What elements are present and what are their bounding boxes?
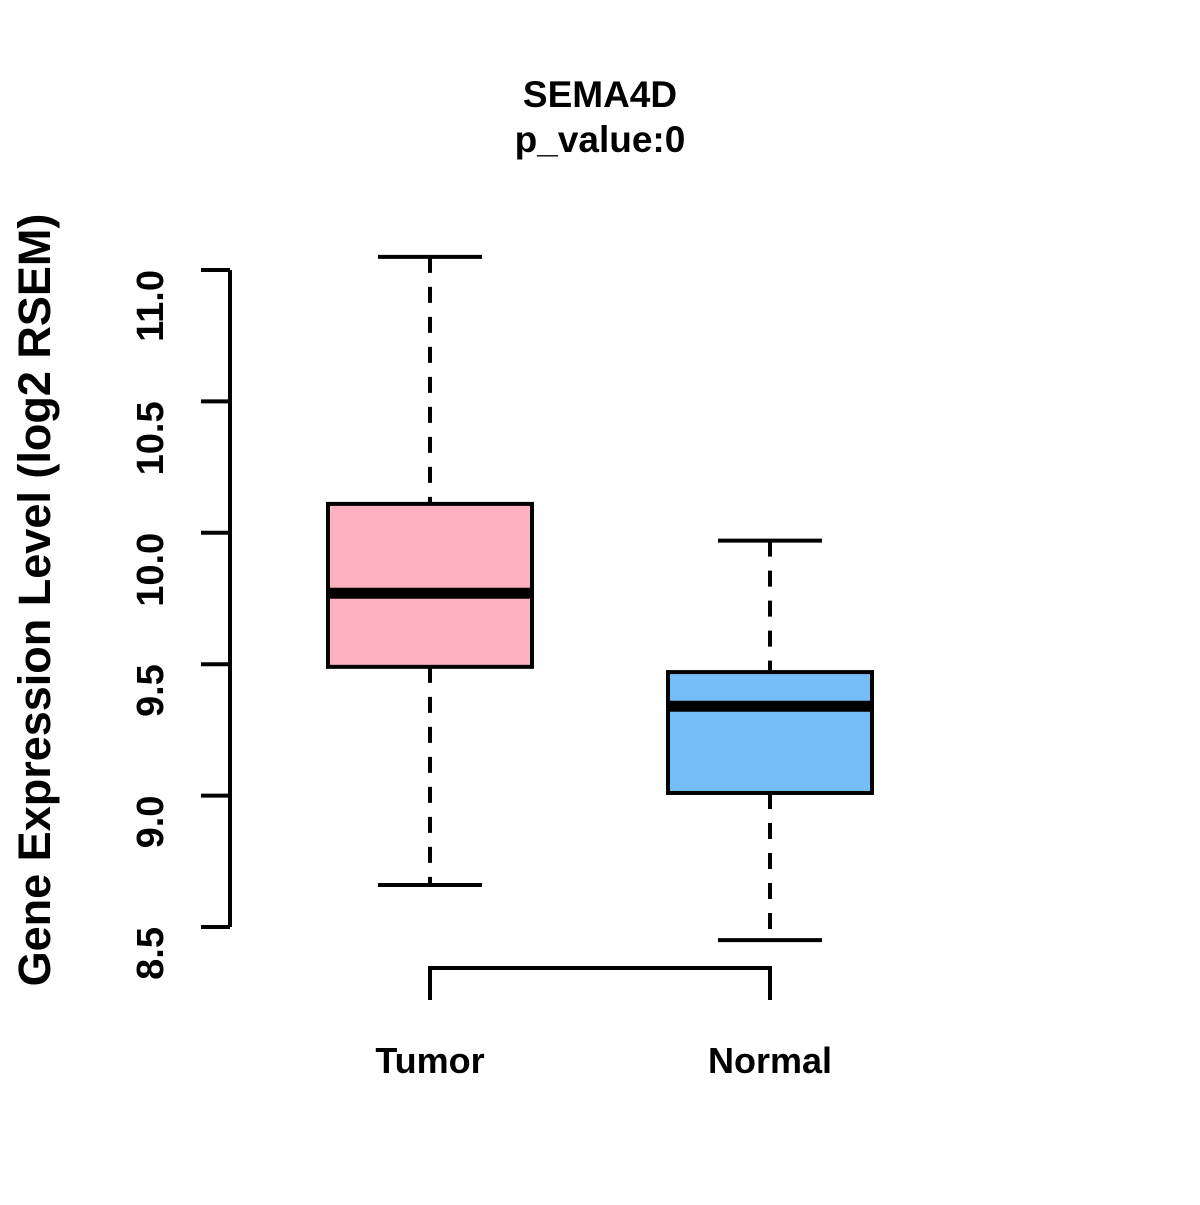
x-axis-bracket <box>428 966 772 1000</box>
y-axis-tick-label: 8.5 <box>130 927 172 980</box>
y-axis-tick-label: 10.0 <box>130 533 172 607</box>
y-axis-tick-label: 10.5 <box>130 401 172 475</box>
y-axis: 8.5 9.0 9.5 10.0 10.5 11.0 <box>130 268 232 980</box>
category-label-tumor: Tumor <box>375 1040 484 1081</box>
chart-title: SEMA4D <box>523 74 677 115</box>
boxplot-tumor <box>326 254 534 887</box>
y-axis-tick-label: 9.5 <box>130 664 172 717</box>
x-axis-bracket-path <box>428 966 772 1000</box>
chart-subtitle: p_value:0 <box>515 119 686 160</box>
y-axis-tick-label: 11.0 <box>130 270 172 342</box>
iqr-box <box>326 501 534 669</box>
x-axis-labels: Tumor Normal <box>375 1040 832 1081</box>
category-label-normal: Normal <box>708 1040 832 1081</box>
boxplot-normal <box>666 538 874 943</box>
box-group <box>326 254 874 943</box>
iqr-box <box>666 670 874 795</box>
y-axis-tick-label: 9.0 <box>130 796 172 849</box>
y-axis-label: Gene Expression Level (log2 RSEM) <box>9 214 60 987</box>
